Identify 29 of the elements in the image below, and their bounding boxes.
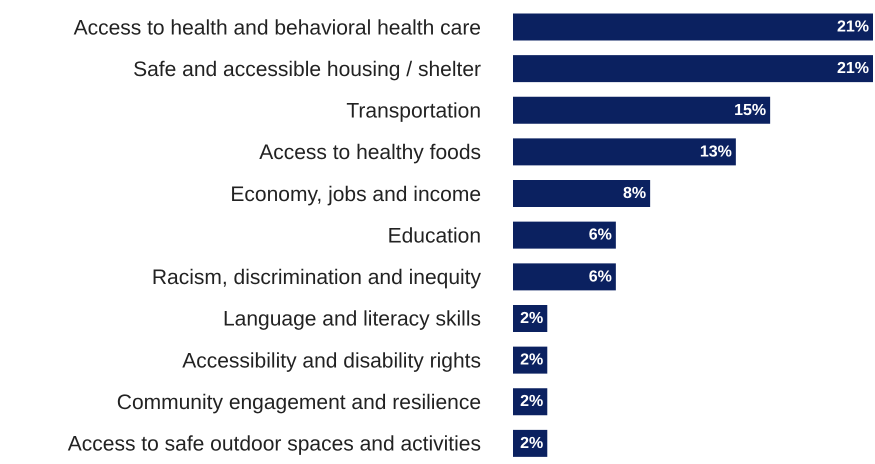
bar — [513, 13, 873, 40]
y-tick-label: Community engagement and resilience — [116, 391, 481, 414]
data-label: 15% — [734, 102, 766, 119]
y-tick-label: Economy, jobs and income — [230, 182, 481, 206]
bar — [513, 138, 736, 166]
y-tick-label: Education — [388, 224, 481, 248]
data-label: 2% — [520, 434, 544, 452]
data-label: 21% — [836, 60, 869, 78]
data-label: 2% — [520, 352, 544, 369]
data-label: 2% — [520, 393, 544, 410]
bar — [513, 263, 616, 290]
bar — [513, 180, 650, 208]
y-tick-label: Access to safe outdoor spaces and activities — [68, 432, 481, 456]
y-tick-label: Language and literacy skills — [223, 308, 481, 331]
bar — [513, 96, 770, 124]
y-tick-label: Racism, discrimination and inequity — [152, 266, 482, 290]
data-label: 13% — [700, 143, 732, 160]
y-tick-label: Access to health and behavioral health care — [74, 16, 481, 40]
data-label: 6% — [588, 226, 612, 244]
data-label: 2% — [520, 310, 544, 327]
data-label: 8% — [623, 185, 646, 202]
y-tick-label: Safe and accessible housing / shelter — [133, 58, 481, 81]
y-tick-label: Access to healthy foods — [259, 141, 481, 164]
y-tick-label: Transportation — [346, 100, 481, 123]
y-tick-label: Accessibility and disability rights — [182, 349, 481, 372]
bar — [513, 222, 616, 249]
data-label: 6% — [588, 268, 612, 286]
data-label: 21% — [836, 18, 869, 36]
bar — [513, 55, 873, 82]
